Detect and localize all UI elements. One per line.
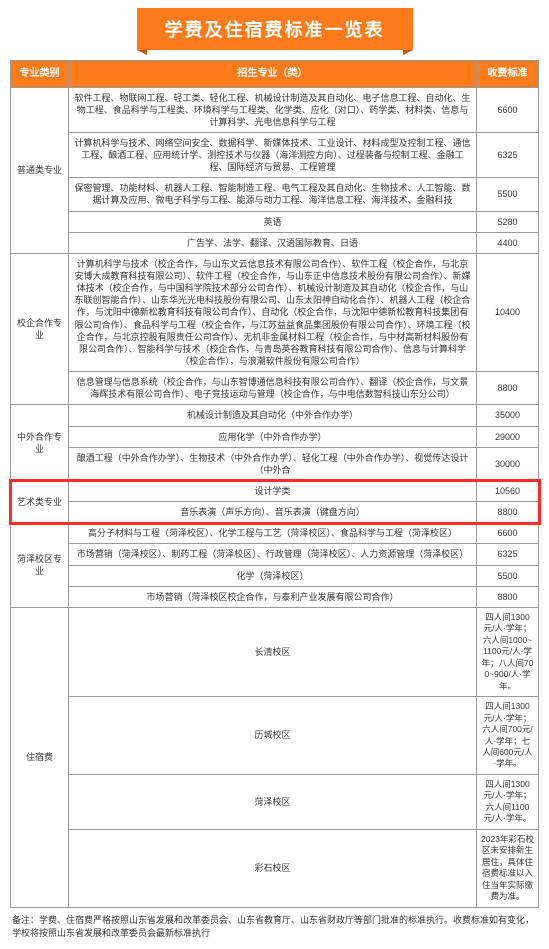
major-cell: 计算机科学与技术（校企合作，与山东文云信息技术有限公司合作）、软件工程（校企合作… <box>69 253 477 371</box>
fee-cell: 10400 <box>477 253 539 371</box>
table-row: 市场营销（菏泽校区校企合作，与泰利产业发展有限公司合作）8800 <box>11 586 539 607</box>
table-row: 信息管理与信息系统（校企合作，与山东智博通信息科技有限公司合作）、翻译（校企合作… <box>11 372 539 405</box>
dorm-campus-cell: 历城校区 <box>69 697 477 775</box>
major-cell: 信息管理与信息系统（校企合作，与山东智博通信息科技有限公司合作）、翻译（校企合作… <box>69 372 477 405</box>
table-row: 英语5280 <box>11 211 539 232</box>
table-row: 保密管理、功能材料、机器人工程、智能制造工程、电气工程及其自动化、生物技术、人工… <box>11 178 539 211</box>
major-cell: 化学（菏泽校区） <box>69 565 477 586</box>
table-row: 酿酒工程（中外合作办学）、生物技术（中外合作办学）、轻化工程（中外合作办学）、视… <box>11 447 539 480</box>
table-row: 校企合作专业计算机科学与技术（校企合作，与山东文云信息技术有限公司合作）、软件工… <box>11 253 539 371</box>
table-row: 普通类专业软件工程、物联网工程、轻工类、轻化工程、机械设计制造及其自动化、电子信… <box>11 87 539 132</box>
major-cell: 计算机科学与技术、网络空间安全、数据科学、新媒体技术、工业设计、材料成型及控制工… <box>69 132 477 177</box>
major-cell: 音乐表演（声乐方向）、音乐表演（键盘方向） <box>69 502 477 523</box>
category-cell: 菏泽校区专业 <box>11 523 69 608</box>
major-cell: 设计学类 <box>69 481 477 502</box>
table-row: 中外合作专业机械设计制造及其自动化（中外合作办学）35000 <box>11 405 539 426</box>
major-cell: 软件工程、物联网工程、轻工类、轻化工程、机械设计制造及其自动化、电子信息工程、自… <box>69 87 477 132</box>
fee-cell: 8800 <box>477 502 539 523</box>
table-row: 历城校区四人间1300元/人·学年；六人间700元/人·学年；七人间600元/人… <box>11 697 539 775</box>
fee-cell: 5500 <box>477 178 539 211</box>
fee-cell: 6600 <box>477 523 539 544</box>
dorm-campus-cell: 长清校区 <box>69 607 477 696</box>
table-row: 广告学、法学、翻译、汉语国际教育、日语4400 <box>11 232 539 253</box>
table-row: 彩石校区2023年彩石校区未安排新生居住，具体住宿费标准以入住当年实际缴费为准。 <box>11 829 539 907</box>
fee-cell: 6600 <box>477 87 539 132</box>
major-cell: 酿酒工程（中外合作办学）、生物技术（中外合作办学）、轻化工程（中外合作办学）、视… <box>69 447 477 480</box>
table-row: 市场营销（菏泽校区）、制药工程（菏泽校区）、行政管理（菏泽校区）、人力资源管理（… <box>11 544 539 565</box>
fee-cell: 8800 <box>477 372 539 405</box>
fee-cell: 5500 <box>477 565 539 586</box>
category-cell: 中外合作专业 <box>11 405 69 481</box>
table-row: 艺术类专业设计学类10560 <box>11 481 539 502</box>
fee-cell: 5280 <box>477 211 539 232</box>
th-category: 专业类别 <box>11 61 69 88</box>
major-cell: 英语 <box>69 211 477 232</box>
category-cell: 住宿费 <box>11 607 69 907</box>
category-cell: 艺术类专业 <box>11 481 69 523</box>
table-row: 音乐表演（声乐方向）、音乐表演（键盘方向）8800 <box>11 502 539 523</box>
fee-cell: 6325 <box>477 544 539 565</box>
footnote: 备注：学费、住宿费严格按照山东省发展和改革委员会、山东省教育厅、山东省财政厅等部… <box>10 914 539 941</box>
major-cell: 机械设计制造及其自动化（中外合作办学） <box>69 405 477 426</box>
fee-cell: 10560 <box>477 481 539 502</box>
dorm-campus-cell: 菏泽校区 <box>69 774 477 829</box>
fee-cell: 29000 <box>477 426 539 447</box>
fee-cell: 4400 <box>477 232 539 253</box>
dorm-campus-cell: 彩石校区 <box>69 829 477 907</box>
major-cell: 高分子材料与工程（菏泽校区）、化学工程与工艺（菏泽校区）、食品科学与工程（菏泽校… <box>69 523 477 544</box>
table-row: 菏泽校区四人间1300元/人·学年；六人间1100元/人·学年。 <box>11 774 539 829</box>
dorm-fee-cell: 四人间1300元/人·学年；六人间1000~1100元/人·学年；八人间700~… <box>477 607 539 696</box>
major-cell: 广告学、法学、翻译、汉语国际教育、日语 <box>69 232 477 253</box>
major-cell: 市场营销（菏泽校区）、制药工程（菏泽校区）、行政管理（菏泽校区）、人力资源管理（… <box>69 544 477 565</box>
th-fee: 收费标准 <box>477 61 539 88</box>
major-cell: 应用化学（中外合作办学） <box>69 426 477 447</box>
dorm-fee-cell: 2023年彩石校区未安排新生居住，具体住宿费标准以入住当年实际缴费为准。 <box>477 829 539 907</box>
table-row: 应用化学（中外合作办学）29000 <box>11 426 539 447</box>
fee-cell: 8800 <box>477 586 539 607</box>
major-cell: 市场营销（菏泽校区校企合作，与泰利产业发展有限公司合作） <box>69 586 477 607</box>
category-cell: 普通类专业 <box>11 87 69 253</box>
fee-table: 专业类别 招生专业（类） 收费标准 普通类专业软件工程、物联网工程、轻工类、轻化… <box>10 60 539 908</box>
major-cell: 保密管理、功能材料、机器人工程、智能制造工程、电气工程及其自动化、生物技术、人工… <box>69 178 477 211</box>
fee-cell: 35000 <box>477 405 539 426</box>
page-title: 学费及住宿费标准一览表 <box>137 8 413 50</box>
fee-cell: 6325 <box>477 132 539 177</box>
table-row: 化学（菏泽校区）5500 <box>11 565 539 586</box>
fee-cell: 30000 <box>477 447 539 480</box>
table-row: 住宿费长清校区四人间1300元/人·学年；六人间1000~1100元/人·学年；… <box>11 607 539 696</box>
table-row: 计算机科学与技术、网络空间安全、数据科学、新媒体技术、工业设计、材料成型及控制工… <box>11 132 539 177</box>
category-cell: 校企合作专业 <box>11 253 69 405</box>
th-major: 招生专业（类） <box>69 61 477 88</box>
dorm-fee-cell: 四人间1300元/人·学年；六人间1100元/人·学年。 <box>477 774 539 829</box>
table-row: 菏泽校区专业高分子材料与工程（菏泽校区）、化学工程与工艺（菏泽校区）、食品科学与… <box>11 523 539 544</box>
fee-table-wrap: 专业类别 招生专业（类） 收费标准 普通类专业软件工程、物联网工程、轻工类、轻化… <box>10 60 539 908</box>
dorm-fee-cell: 四人间1300元/人·学年；六人间700元/人·学年；七人间600元/人·学年。 <box>477 697 539 775</box>
